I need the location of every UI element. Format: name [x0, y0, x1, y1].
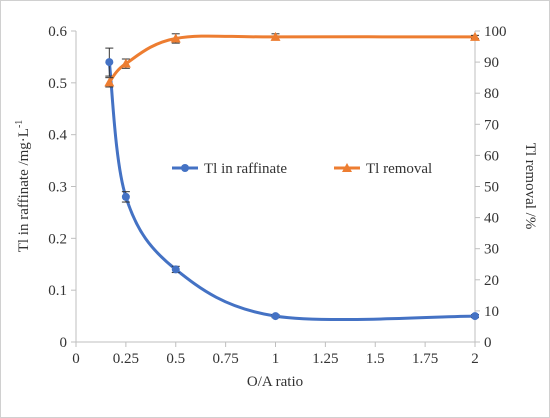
x-tick-label: 2 [471, 351, 479, 367]
data-point [471, 312, 479, 321]
y-right-tick-label: 60 [484, 148, 499, 164]
legend-label: Tl in raffinate [204, 161, 287, 177]
series-tl-in-raffinate [105, 47, 479, 322]
x-axis-title: O/A ratio [247, 374, 303, 390]
y-right-tick-label: 40 [484, 211, 499, 227]
x-tick-label: 1.75 [412, 351, 438, 367]
series-layer [104, 31, 480, 322]
y-right-tick-label: 70 [484, 117, 499, 133]
y-right-tick-label: 10 [484, 304, 499, 320]
y-left-tick-label: 0 [60, 335, 68, 351]
data-point [170, 33, 181, 43]
data-point [121, 192, 130, 201]
y-right-tick-label: 100 [484, 24, 507, 40]
series-tl-removal [104, 31, 480, 88]
y-axis-left-title-text: Tl in raffinate /mg·L [16, 128, 32, 252]
x-tick-label: 1.25 [312, 351, 338, 367]
y-left-tick-label: 0.2 [48, 231, 67, 247]
series-line [107, 61, 476, 322]
y-right-tick-label: 30 [484, 242, 499, 258]
y-axis-left-title: Tl in raffinate /mg·L-1 [14, 120, 32, 253]
data-point [105, 58, 114, 67]
legend-item: Tl in raffinate [172, 161, 287, 177]
data-point [270, 31, 281, 41]
legend-item: Tl removal [334, 161, 432, 177]
legend-marker [342, 163, 352, 172]
y-axis-left-title-superscript: -1 [14, 120, 25, 128]
y-axis-right-title: Tl removal /% [522, 143, 538, 230]
y-left-tick-label: 0.1 [48, 283, 67, 299]
legend-marker [181, 164, 189, 172]
x-tick-label: 0.25 [113, 351, 139, 367]
legend: Tl in raffinate Tl removal [172, 161, 432, 177]
data-point [120, 58, 131, 68]
data-point [271, 312, 280, 321]
x-tick-label: 1.5 [366, 351, 385, 367]
data-point [470, 31, 480, 41]
x-tick-label: 0 [72, 351, 80, 367]
y-right-tick-label: 20 [484, 273, 499, 289]
x-tick-label: 1 [272, 351, 280, 367]
axes: 0 0.25 0.5 0.75 1 1.25 1.5 1.75 200.10.20.30.40.… [48, 24, 506, 367]
y-right-tick-label: 80 [484, 86, 499, 102]
y-left-tick-label: 0.5 [48, 76, 67, 92]
data-point [171, 265, 180, 274]
x-tick-label: 0.5 [166, 351, 185, 367]
legend-label: Tl removal [366, 161, 432, 177]
data-point [104, 77, 115, 87]
y-right-tick-label: 50 [484, 180, 499, 196]
y-left-tick-label: 0.3 [48, 180, 67, 196]
y-right-tick-label: 90 [484, 55, 499, 71]
x-tick-label: 0.75 [213, 351, 239, 367]
y-left-tick-label: 0.4 [48, 128, 67, 144]
y-left-tick-label: 0.6 [48, 24, 67, 40]
y-right-tick-label: 0 [484, 335, 492, 351]
